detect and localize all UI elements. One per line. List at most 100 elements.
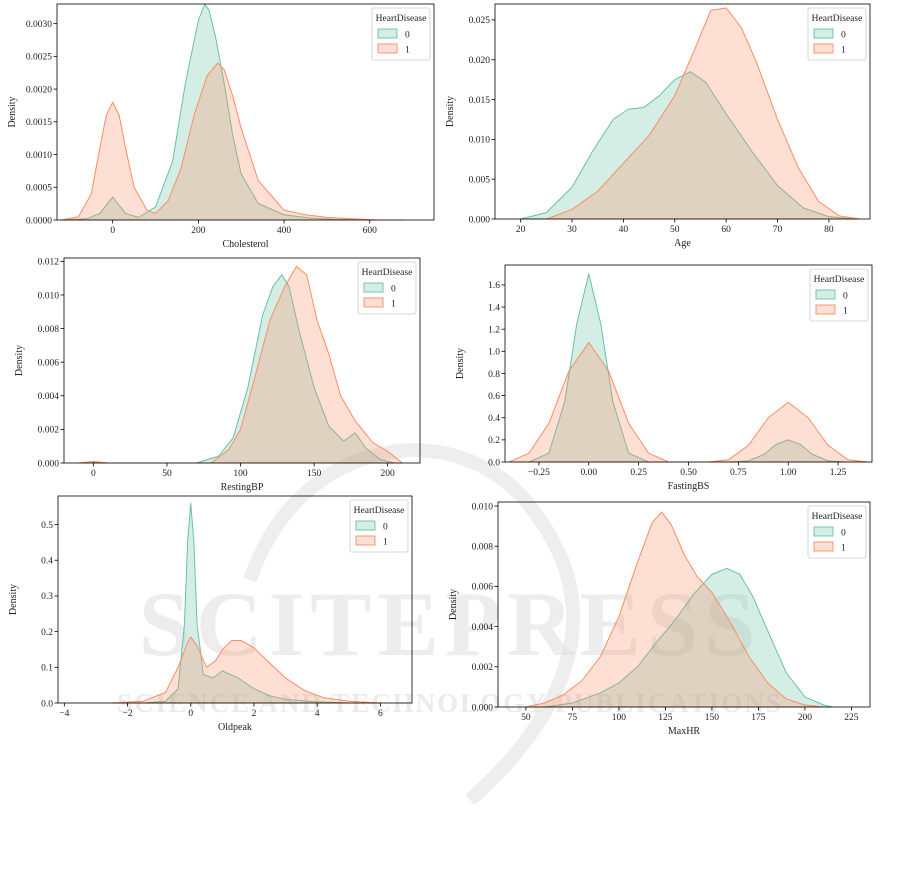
y-axis-label: Density	[8, 584, 19, 615]
y-tick-label: 0.1	[41, 664, 53, 674]
x-tick-label: 150	[307, 469, 322, 479]
legend-swatch-0	[813, 28, 834, 39]
x-tick-label: 0.00	[580, 468, 597, 478]
legend-swatch-1	[355, 535, 376, 546]
x-tick-label: 1.00	[780, 468, 797, 478]
y-tick-label: 1.6	[488, 281, 500, 291]
x-tick-label: 150	[705, 713, 720, 723]
x-tick-label: 30	[567, 225, 577, 235]
legend: HeartDisease 0 1	[371, 7, 431, 61]
chart-panel-restingbp: 0 50 100 150 200 0.000 0.002 0.004 0.006 0.008 0.0…	[14, 257, 421, 493]
y-tick-label: 0.005	[469, 175, 491, 185]
y-tick-label: 0.010	[472, 502, 494, 512]
legend-label-0: 0	[405, 31, 410, 41]
x-tick-label: 200	[381, 469, 396, 479]
watermark-swoosh	[243, 443, 580, 806]
x-tick-label: 80	[824, 225, 834, 235]
y-tick-label: 0.006	[38, 358, 60, 368]
x-tick-label: 200	[798, 713, 813, 723]
y-tick-label: 0.2	[41, 628, 53, 638]
y-tick-label: 0.025	[469, 16, 491, 26]
y-tick-label: 0.2	[488, 436, 500, 446]
y-tick-label: 0.4	[488, 414, 500, 424]
x-tick-label: 100	[612, 713, 627, 723]
chart-panel-fastingbs: −0.25 0.00 0.25 0.50 0.75 1.00 1.250.00.20.40.…	[455, 264, 873, 492]
x-tick-label: 100	[233, 469, 248, 479]
density-area-series-0	[60, 3, 405, 221]
x-tick-label: 0	[188, 709, 193, 719]
x-tick-label: −0.25	[528, 468, 550, 478]
legend-box	[807, 505, 867, 559]
x-tick-label: 0.75	[730, 468, 747, 478]
legend: HeartDisease 0 1	[807, 505, 867, 559]
chart-panel-age: 20 30 40 50 60 70 80 0.000 0.005 0.010 0.015 0.020 0…	[445, 3, 871, 249]
legend-swatch-1	[813, 43, 834, 54]
legend-title: HeartDisease	[814, 275, 865, 285]
y-tick-label: 0.5	[41, 521, 53, 531]
density-area-series-1	[525, 511, 824, 708]
density-area-series-1	[111, 636, 381, 704]
legend: HeartDisease 0 1	[807, 7, 867, 61]
legend-title: HeartDisease	[354, 506, 405, 516]
legend-label-0: 0	[391, 285, 396, 295]
y-tick-label: 0.0	[41, 699, 53, 709]
y-tick-label: 0.4	[41, 557, 53, 567]
x-tick-label: 1.25	[830, 468, 847, 478]
y-tick-label: 0.000	[469, 215, 491, 225]
density-area-series-1	[78, 265, 403, 464]
x-tick-label: 0	[110, 226, 115, 236]
legend-title: HeartDisease	[362, 268, 413, 278]
x-tick-label: 0.50	[680, 468, 697, 478]
legend-label-0: 0	[843, 292, 848, 302]
x-tick-label: 400	[277, 226, 292, 236]
y-tick-label: 0.020	[469, 56, 491, 66]
axes-frame	[56, 3, 435, 221]
x-tick-label: −2	[122, 709, 132, 719]
x-tick-label: 20	[516, 225, 526, 235]
legend-title: HeartDisease	[812, 512, 863, 522]
legend-swatch-0	[355, 520, 376, 531]
legend-box	[371, 7, 431, 61]
x-tick-label: 60	[721, 225, 731, 235]
x-axis-label: RestingBP	[221, 482, 264, 493]
y-axis-label: Density	[448, 589, 459, 620]
x-tick-label: 50	[670, 225, 680, 235]
x-tick-label: 175	[751, 713, 766, 723]
legend-swatch-0	[813, 526, 834, 537]
legend-swatch-0	[363, 282, 384, 293]
y-tick-label: 0.0030	[26, 20, 52, 30]
x-axis-label: Cholesterol	[222, 239, 268, 250]
axes-frame	[494, 3, 871, 220]
legend-box	[357, 261, 417, 315]
legend-label-1: 1	[391, 300, 396, 310]
legend-label-0: 0	[841, 529, 846, 539]
x-tick-label: 2	[252, 709, 257, 719]
x-tick-label: 125	[658, 713, 673, 723]
y-tick-label: 0.6	[488, 392, 500, 402]
y-tick-label: 0.015	[469, 96, 491, 106]
legend-swatch-1	[363, 297, 384, 308]
y-axis-label: Density	[7, 96, 18, 127]
x-axis-label: MaxHR	[668, 726, 701, 737]
y-tick-label: 0.0010	[26, 151, 52, 161]
density-area-series-0	[520, 71, 856, 220]
density-area-series-1	[545, 7, 861, 220]
y-tick-label: 1.2	[488, 325, 500, 335]
legend-label-1: 1	[383, 538, 388, 548]
x-tick-label: 600	[363, 226, 378, 236]
axes-frame	[57, 495, 413, 704]
legend: HeartDisease 0 1	[357, 261, 417, 315]
y-tick-label: 0.0000	[26, 216, 52, 226]
chart-panel-oldpeak: −4 −2 0 2 4 6 0.0 0.1 0.2 0.3 0.4 0.5 Oldpeak Density…	[8, 495, 413, 733]
x-tick-label: 225	[844, 713, 859, 723]
y-tick-label: 1.0	[488, 348, 500, 358]
y-tick-label: 0.000	[472, 703, 494, 713]
y-tick-label: 0.006	[472, 583, 494, 593]
x-tick-label: 6	[378, 709, 383, 719]
x-tick-label: −4	[59, 709, 69, 719]
x-tick-label: 50	[521, 713, 531, 723]
x-tick-label: 70	[773, 225, 783, 235]
y-tick-label: 0.0005	[26, 184, 52, 194]
legend-label-1: 1	[843, 307, 848, 317]
y-axis-label: Density	[14, 345, 25, 376]
